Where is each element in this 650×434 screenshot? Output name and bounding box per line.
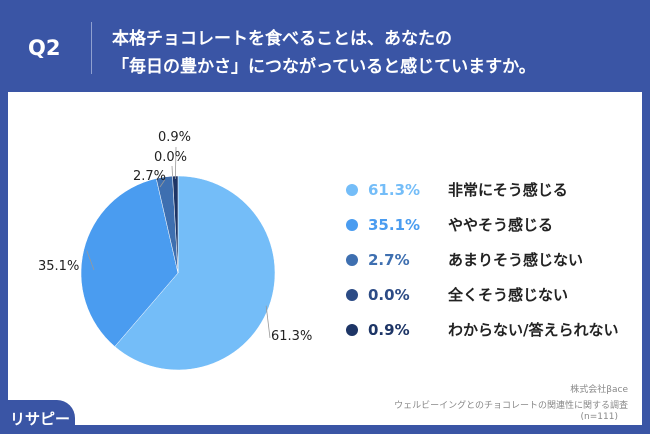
question-title-line1: 本格チョコレートを食べることは、あなたの bbox=[112, 29, 452, 49]
label-35.1: 35.1% bbox=[38, 259, 80, 274]
source-company: 株式会社βace bbox=[570, 385, 628, 395]
legend-item: 0.0% 全くそう感じない bbox=[346, 284, 568, 305]
leader-line bbox=[86, 250, 95, 271]
pie-chart bbox=[80, 146, 276, 371]
legend-percent: 61.3% bbox=[368, 180, 421, 199]
question-number: Q2 bbox=[28, 36, 61, 60]
legend-item: 61.3% 非常にそう感じる bbox=[346, 179, 568, 200]
legend-label: 全くそう感じない bbox=[448, 286, 569, 304]
leader-line bbox=[265, 305, 271, 339]
legend-item: 2.7% あまりそう感じない bbox=[346, 249, 583, 270]
source-n: (n=111) bbox=[580, 412, 618, 422]
legend-label: わからない/答えられない bbox=[448, 321, 619, 339]
label-0.9: 0.9% bbox=[158, 130, 192, 145]
chart-panel: 0.9% 0.0% 2.7% 35.1% 61.3% 61.3% 非常にそう感じる… bbox=[8, 92, 642, 425]
source-survey: ウェルビーイングとのチョコレートの関連性に関する調査 bbox=[394, 401, 628, 411]
leader-line bbox=[159, 179, 166, 188]
legend-percent: 0.9% bbox=[368, 320, 410, 339]
question-title-line2: 「毎日の豊かさ」につながっていると感じていますか。 bbox=[112, 57, 536, 77]
legend-label: あまりそう感じない bbox=[448, 251, 584, 269]
legend-dot bbox=[346, 183, 358, 196]
legend-percent: 0.0% bbox=[368, 285, 410, 304]
legend-dot bbox=[346, 218, 358, 231]
legend-dot bbox=[346, 253, 358, 266]
divider bbox=[91, 22, 92, 74]
legend-dot bbox=[346, 323, 358, 336]
pie-slice bbox=[114, 175, 276, 371]
pie-slice bbox=[80, 178, 179, 347]
leader-line bbox=[174, 146, 177, 180]
legend-item: 0.9% わからない/答えられない bbox=[346, 319, 618, 340]
legend-label: 非常にそう感じる bbox=[448, 181, 568, 199]
risapi-logo: リサピー bbox=[0, 400, 75, 434]
legend-label: ややそう感じる bbox=[448, 216, 554, 234]
label-0.0: 0.0% bbox=[154, 150, 188, 165]
label-2.7: 2.7% bbox=[133, 169, 167, 184]
legend-dot bbox=[346, 288, 358, 301]
legend-item: 35.1% ややそう感じる bbox=[346, 214, 553, 235]
legend-percent: 35.1% bbox=[368, 215, 421, 234]
legend-percent: 2.7% bbox=[368, 250, 410, 269]
label-61.3: 61.3% bbox=[271, 329, 313, 344]
